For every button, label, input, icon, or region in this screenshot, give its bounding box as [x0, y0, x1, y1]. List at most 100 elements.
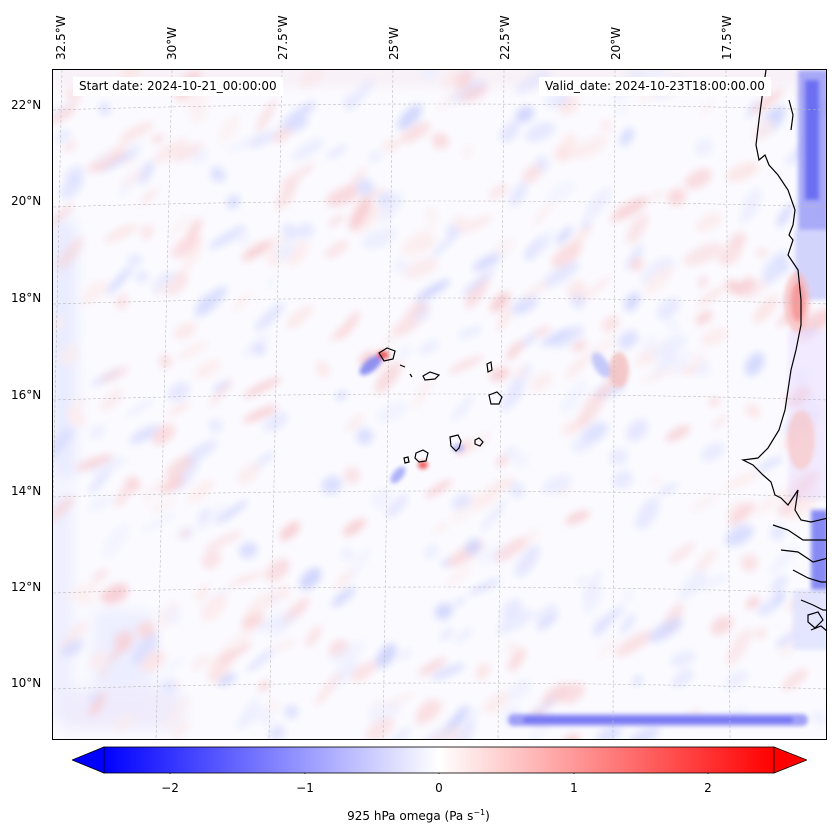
- omega-blob: [195, 504, 227, 531]
- omega-blob: [678, 570, 707, 600]
- omega-blob: [351, 661, 377, 682]
- omega-blob: [755, 487, 784, 517]
- omega-blob: [258, 680, 270, 692]
- cabo-verde-islands: [378, 347, 503, 464]
- omega-blob: [607, 202, 646, 224]
- omega-blob: [132, 633, 159, 666]
- africa-coastline: [740, 70, 826, 632]
- omega-blob: [340, 546, 354, 561]
- omega-blob: [694, 138, 714, 156]
- omega-blob: [241, 240, 272, 261]
- lon-label-20w: 20°W: [609, 26, 623, 60]
- omega-blob: [475, 663, 491, 680]
- omega-blob: [741, 187, 762, 216]
- omega-blob: [166, 401, 191, 417]
- omega-blob: [648, 618, 683, 643]
- omega-blob: [425, 479, 453, 498]
- omega-blob: [386, 494, 409, 518]
- omega-blob: [403, 257, 439, 279]
- omega-blob: [59, 343, 79, 367]
- omega-blob: [529, 372, 554, 393]
- omega-blob: [140, 511, 177, 534]
- omega-blob: [159, 476, 184, 493]
- omega-blob: [93, 152, 110, 164]
- omega-blob: [418, 657, 447, 677]
- omega-blob: [149, 498, 177, 513]
- omega-blob: [227, 571, 264, 588]
- omega-blob: [464, 538, 482, 556]
- omega-blob: [266, 276, 276, 289]
- omega-blob: [626, 213, 649, 245]
- omega-blob: [431, 132, 449, 150]
- omega-blob: [152, 138, 189, 164]
- omega-blob: [245, 592, 284, 612]
- omega-blob: [154, 278, 184, 294]
- omega-blob: [140, 650, 166, 673]
- omega-blob: [744, 352, 765, 376]
- omega-blob: [415, 279, 451, 302]
- omega-blob: [500, 121, 520, 143]
- omega-blob: [400, 234, 433, 256]
- omega-blob: [665, 425, 691, 442]
- omega-blob: [744, 279, 768, 300]
- omega-blob: [460, 144, 474, 159]
- omega-blob: [204, 530, 244, 551]
- omega-blob: [326, 144, 348, 159]
- island-santo-antao: [378, 347, 396, 362]
- omega-blob: [324, 240, 349, 259]
- omega-blob: [777, 261, 790, 274]
- omega-blob: [620, 613, 636, 634]
- omega-blob: [584, 187, 612, 220]
- omega-blob: [762, 250, 789, 285]
- lat-label-12n: 12°N: [11, 580, 42, 594]
- omega-blob: [375, 401, 409, 423]
- omega-blob: [232, 290, 253, 312]
- omega-blob: [754, 627, 767, 640]
- omega-blob: [532, 200, 554, 227]
- omega-blob: [726, 279, 742, 295]
- omega-blob: [208, 418, 223, 433]
- omega-field-map: [53, 70, 826, 739]
- colorbar-extend-high: [773, 746, 807, 774]
- omega-blob: [201, 550, 222, 569]
- omega-blob: [669, 651, 697, 667]
- omega-blob: [700, 442, 725, 462]
- omega-blob: [455, 70, 473, 90]
- lon-label-17-5w: 17.5°W: [720, 15, 734, 60]
- omega-blob: [53, 203, 75, 227]
- omega-blob: [241, 612, 264, 630]
- island-maio: [474, 437, 484, 447]
- omega-blob: [514, 366, 527, 379]
- omega-blob: [215, 500, 249, 524]
- omega-blob: [89, 692, 100, 704]
- omega-blob: [770, 525, 786, 540]
- omega-blob: [619, 127, 635, 146]
- omega-blob: [444, 566, 473, 587]
- omega-blob: [329, 315, 361, 342]
- omega-blob: [401, 122, 431, 143]
- omega-blob: [752, 118, 775, 142]
- omega-blob: [626, 418, 649, 442]
- omega-blob: [627, 726, 660, 739]
- omega-blob: [285, 239, 309, 267]
- omega-blob: [327, 214, 346, 227]
- omega-blob: [103, 223, 138, 243]
- omega-blob: [614, 630, 653, 657]
- omega-blob: [570, 293, 586, 310]
- omega-blob: [796, 308, 826, 336]
- lat-label-22n: 22°N: [11, 98, 42, 112]
- omega-blob: [571, 135, 609, 160]
- omega-blob: [139, 188, 159, 206]
- omega-blob: [365, 717, 395, 739]
- omega-blob: [265, 558, 290, 582]
- omega-blob: [164, 657, 186, 672]
- omega-blob: [165, 455, 193, 480]
- colorbar-tick-0: 0: [435, 781, 443, 795]
- omega-blob: [496, 609, 535, 634]
- start-date-label: Start date: 2024-10-21_00:00:00: [73, 77, 283, 96]
- omega-blob: [415, 698, 438, 726]
- omega-blob: [61, 639, 84, 657]
- omega-blob: [226, 134, 262, 153]
- omega-blob: [89, 649, 107, 671]
- omega-blob: [291, 138, 325, 161]
